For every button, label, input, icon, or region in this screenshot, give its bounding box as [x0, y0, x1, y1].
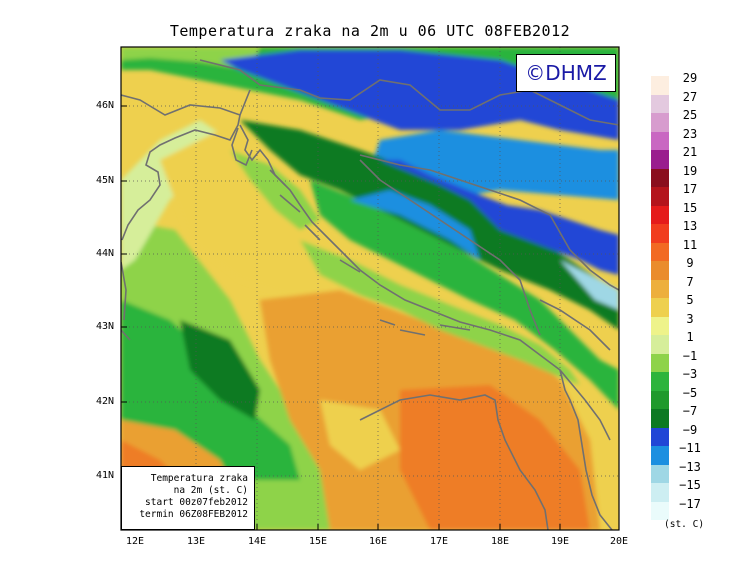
x-tick-label: 19E	[550, 536, 570, 547]
legend-color-block	[651, 279, 669, 298]
legend-color-block	[651, 464, 669, 483]
map-frame	[120, 46, 620, 531]
legend-label: −11	[679, 441, 701, 455]
legend-color-block	[651, 242, 669, 261]
info-box: Temperatura zraka na 2m (st. C) start 00…	[121, 466, 255, 530]
legend-color-block	[651, 261, 669, 280]
legend-color-block	[651, 409, 669, 428]
x-tick-label: 16E	[368, 536, 388, 547]
legend-color-block	[651, 94, 669, 113]
legend-label: 13	[682, 219, 698, 233]
legend-label: −15	[679, 478, 701, 492]
legend-label: −3	[682, 367, 698, 381]
y-tick-label: 45N	[95, 175, 114, 186]
y-tick-label: 46N	[95, 100, 114, 111]
legend-label: 29	[682, 71, 698, 85]
legend-color-block	[651, 316, 669, 335]
legend-color-block	[651, 205, 669, 224]
legend-color-block	[651, 353, 669, 372]
legend-color-block	[651, 187, 669, 206]
lat-lon-grid	[121, 47, 619, 530]
x-tick-label: 13E	[186, 536, 206, 547]
legend-label: 23	[682, 126, 698, 141]
legend-color-block	[651, 390, 669, 409]
info-line: termin 06Z08FEB2012	[139, 509, 248, 520]
legend-label: −1	[682, 348, 698, 363]
x-tick-label: 12E	[125, 536, 145, 547]
legend-label: 7	[686, 274, 694, 289]
legend-label: −9	[682, 422, 698, 437]
legend-label: 3	[686, 311, 694, 326]
x-tick-label: 18E	[490, 536, 510, 547]
legend-color-block	[651, 501, 669, 520]
legend-color-block	[651, 76, 669, 95]
legend-units: (st. C)	[664, 519, 705, 530]
legend-label: 17	[682, 182, 698, 196]
legend-color-block	[651, 427, 669, 446]
legend-color-block	[651, 224, 669, 243]
legend-label: −5	[682, 385, 698, 400]
legend-color-block	[651, 483, 669, 502]
legend-label: 11	[682, 237, 698, 252]
info-line: Temperatura zraka	[150, 473, 248, 484]
temperature-field	[121, 47, 619, 530]
legend-color-block	[651, 150, 669, 169]
x-tick-label: 20E	[609, 536, 629, 547]
legend-color-block	[651, 131, 669, 150]
copyright-badge: ©DHMZ	[516, 54, 616, 92]
x-tick-label: 15E	[308, 536, 328, 547]
y-tick-label: 44N	[95, 248, 114, 259]
legend-color-block	[651, 372, 669, 391]
legend-color-block	[651, 113, 669, 132]
legend-label: −13	[679, 459, 701, 474]
legend-color-block	[651, 298, 669, 317]
y-tick-label: 41N	[95, 470, 114, 481]
legend-label: 1	[686, 330, 694, 344]
info-line: start 00z07feb2012	[145, 497, 248, 508]
legend-label: −7	[682, 404, 698, 418]
x-tick-label: 14E	[247, 536, 267, 547]
info-line: na 2m (st. C)	[173, 485, 248, 496]
legend-label: 5	[686, 293, 694, 307]
legend-label: −17	[679, 496, 701, 511]
legend-color-block	[651, 335, 669, 354]
legend-label: 21	[682, 145, 698, 159]
legend-label: 25	[682, 108, 698, 122]
x-tick-label: 17E	[429, 536, 449, 547]
y-tick-label: 43N	[95, 321, 114, 332]
legend-label: 27	[682, 89, 698, 104]
legend-label: 19	[682, 163, 698, 178]
map-title: Temperatura zraka na 2m u 06 UTC 08FEB20…	[169, 22, 571, 40]
legend-color-block	[651, 168, 669, 187]
y-tick-label: 42N	[95, 396, 114, 407]
legend-label: 15	[682, 200, 698, 215]
legend-label: 9	[686, 256, 694, 270]
coastlines-borders	[121, 59, 619, 530]
legend-color-block	[651, 446, 669, 465]
